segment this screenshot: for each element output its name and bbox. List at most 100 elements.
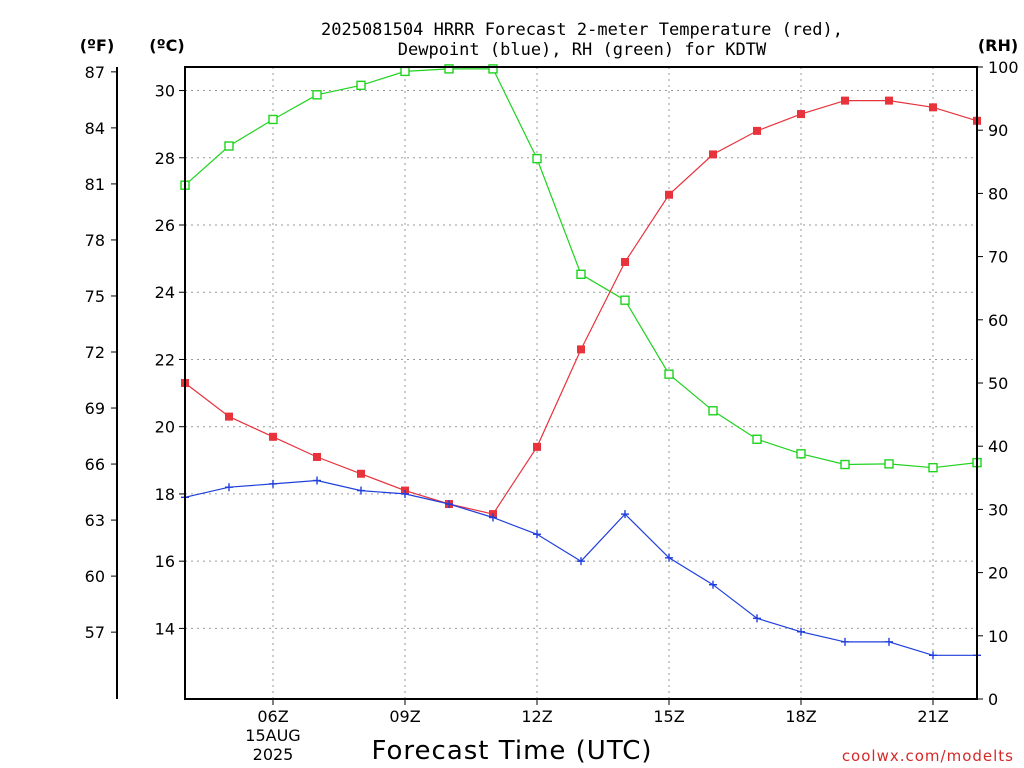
temperature-series — [181, 96, 981, 519]
rh-point — [708, 406, 718, 416]
temperature-point — [357, 469, 365, 478]
rh-tick-label: 70 — [988, 248, 1008, 267]
time-tick-label: 21Z — [917, 707, 948, 726]
chart-title-line-1: 2025081504 HRRR Forecast 2-meter Tempera… — [321, 20, 843, 40]
fahrenheit-unit-label: (ºF) — [80, 36, 115, 55]
fahrenheit-tick-label: 69 — [85, 399, 105, 418]
dewpoint-point — [929, 651, 937, 660]
fahrenheit-axis: 57 60 63 66 69 72 75 78 81 84 87 — [85, 63, 118, 699]
celsius-tick-label: 14 — [155, 619, 175, 638]
time-axis: 06Z 09Z 12Z 15Z 18Z 21Z — [257, 699, 949, 726]
rh-tick-label: 60 — [988, 311, 1008, 330]
dewpoint-series — [181, 476, 981, 660]
celsius-tick-label: 28 — [155, 149, 175, 168]
time-tick-label: 18Z — [785, 707, 816, 726]
dewpoint-point — [489, 513, 497, 522]
celsius-tick-label: 20 — [155, 418, 175, 437]
dewpoint-point — [357, 486, 365, 495]
rh-tick-label: 10 — [988, 627, 1008, 646]
dewpoint-point — [445, 500, 453, 509]
x-axis-title: Forecast Time (UTC) — [371, 736, 652, 766]
temperature-point — [709, 150, 717, 159]
rh-tick-label: 80 — [988, 184, 1008, 203]
fahrenheit-tick-label: 57 — [85, 623, 105, 642]
temperature-point — [797, 110, 805, 119]
fahrenheit-tick-label: 75 — [85, 287, 105, 306]
dewpoint-point — [709, 580, 717, 589]
rh-point — [488, 64, 498, 74]
plot-frame — [184, 66, 978, 700]
time-tick-label: 12Z — [521, 707, 552, 726]
celsius-tick-label: 22 — [155, 350, 175, 369]
dewpoint-point — [401, 489, 409, 498]
date-label-year: 2025 — [253, 745, 294, 764]
rh-point — [796, 449, 806, 459]
dewpoint-line — [184, 479, 977, 656]
rh-point — [400, 66, 410, 77]
dewpoint-point — [621, 510, 629, 519]
dewpoint-point — [577, 557, 585, 566]
dewpoint-point — [533, 530, 541, 539]
rh-point — [356, 80, 366, 91]
dewpoint-point — [665, 553, 673, 562]
rh-tick-label: 40 — [988, 437, 1008, 456]
celsius-tick-label: 18 — [155, 485, 175, 504]
dewpoint-point — [885, 637, 893, 646]
rh-point — [576, 269, 586, 279]
fahrenheit-tick-label: 60 — [85, 567, 105, 586]
temperature-line — [184, 99, 978, 515]
temperature-point — [665, 190, 673, 199]
rh-point — [752, 434, 762, 444]
chart-title-line-2: Dewpoint (blue), RH (green) for KDTW — [398, 40, 767, 60]
rh-series — [180, 64, 982, 473]
time-tick-label: 09Z — [389, 707, 420, 726]
rh-line — [184, 68, 978, 469]
temperature-point — [577, 345, 585, 354]
temperature-point — [621, 257, 629, 266]
fahrenheit-tick-label: 78 — [85, 231, 105, 250]
fahrenheit-tick-label: 87 — [85, 63, 105, 82]
rh-point — [444, 64, 454, 74]
rh-point — [268, 114, 278, 125]
celsius-axis: 14 16 18 20 22 24 26 28 30 — [155, 82, 185, 638]
gridlines — [185, 67, 977, 699]
fahrenheit-tick-label: 66 — [85, 455, 105, 474]
rh-tick-label: 0 — [988, 690, 998, 709]
rh-point — [884, 459, 894, 469]
celsius-unit-label: (ºC) — [149, 36, 184, 55]
fahrenheit-tick-label: 72 — [85, 343, 105, 362]
dewpoint-point — [313, 476, 321, 485]
rh-tick-label: 20 — [988, 564, 1008, 583]
temperature-point — [533, 442, 541, 451]
temperature-point — [269, 432, 277, 441]
temperature-point — [225, 412, 233, 421]
dewpoint-point — [797, 627, 805, 636]
rh-point — [532, 153, 542, 164]
time-tick-label: 15Z — [653, 707, 684, 726]
dewpoint-point — [225, 483, 233, 492]
temperature-point — [841, 96, 849, 105]
dewpoint-point — [269, 479, 277, 488]
temperature-point — [753, 126, 761, 135]
rh-axis: 0 10 20 30 40 50 60 70 80 90 100 — [977, 58, 1019, 709]
rh-point — [664, 369, 674, 379]
fahrenheit-tick-label: 81 — [85, 175, 105, 194]
rh-point — [928, 462, 938, 473]
dewpoint-point — [753, 614, 761, 623]
celsius-tick-label: 24 — [155, 283, 175, 302]
rh-unit-label: (RH) — [978, 36, 1018, 55]
celsius-tick-label: 16 — [155, 552, 175, 571]
rh-point — [840, 459, 850, 470]
rh-tick-label: 50 — [988, 374, 1008, 393]
temperature-point — [885, 96, 893, 105]
fahrenheit-tick-label: 84 — [85, 119, 105, 138]
fahrenheit-tick-label: 63 — [85, 511, 105, 530]
temperature-point — [929, 103, 937, 112]
celsius-tick-label: 30 — [155, 82, 175, 101]
data-series — [180, 64, 982, 660]
source-credit: coolwx.com/modelts — [842, 747, 1014, 765]
rh-point — [312, 90, 322, 100]
time-tick-label: 06Z — [257, 707, 288, 726]
dewpoint-point — [841, 637, 849, 646]
